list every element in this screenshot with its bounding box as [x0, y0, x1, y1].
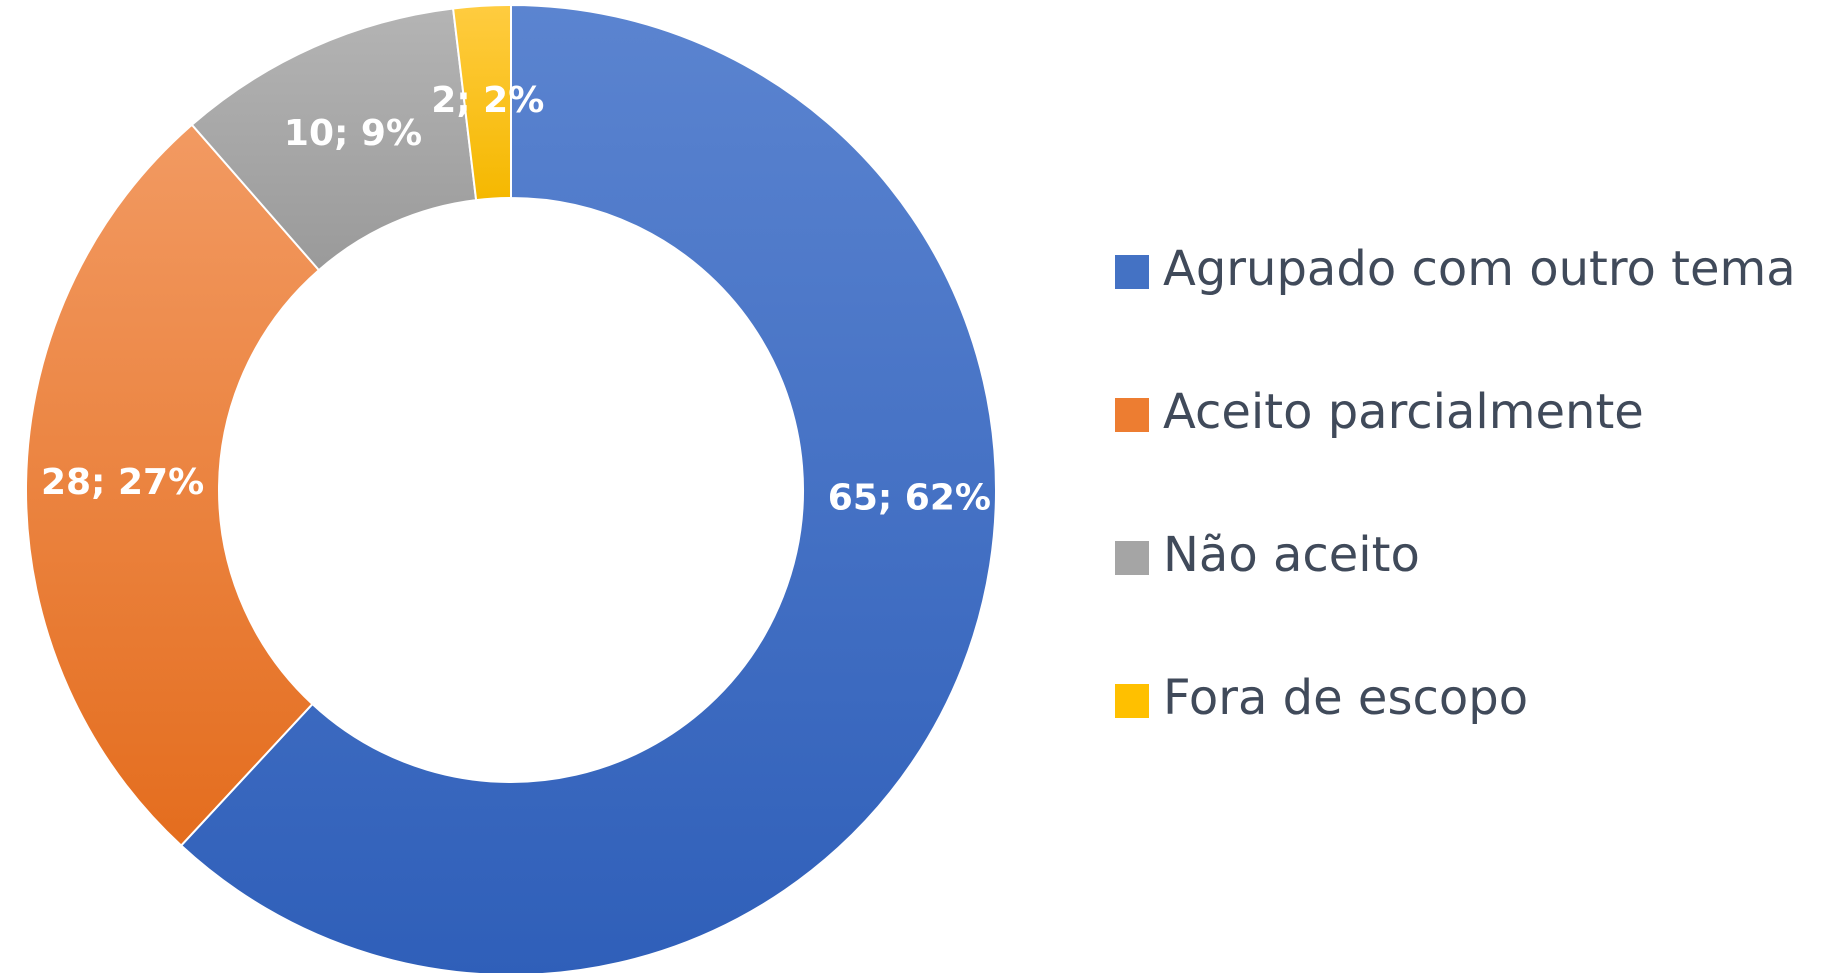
legend-label: Fora de escopo — [1163, 670, 1528, 726]
legend-swatch — [1115, 255, 1149, 289]
legend-label: Agrupado com outro tema — [1163, 241, 1796, 297]
legend-swatch — [1115, 398, 1149, 432]
donut-segment — [25, 123, 321, 847]
donut-segment — [179, 3, 997, 973]
data-label: 2; 2% — [431, 80, 544, 121]
legend-label: Não aceito — [1163, 527, 1420, 583]
legend-swatch — [1115, 541, 1149, 575]
data-label: 65; 62% — [828, 478, 991, 519]
data-label: 28; 27% — [41, 462, 204, 503]
donut-segment — [451, 3, 512, 202]
data-label: 10; 9% — [284, 113, 422, 154]
legend-swatch — [1115, 684, 1149, 718]
legend-label: Aceito parcialmente — [1163, 384, 1644, 440]
